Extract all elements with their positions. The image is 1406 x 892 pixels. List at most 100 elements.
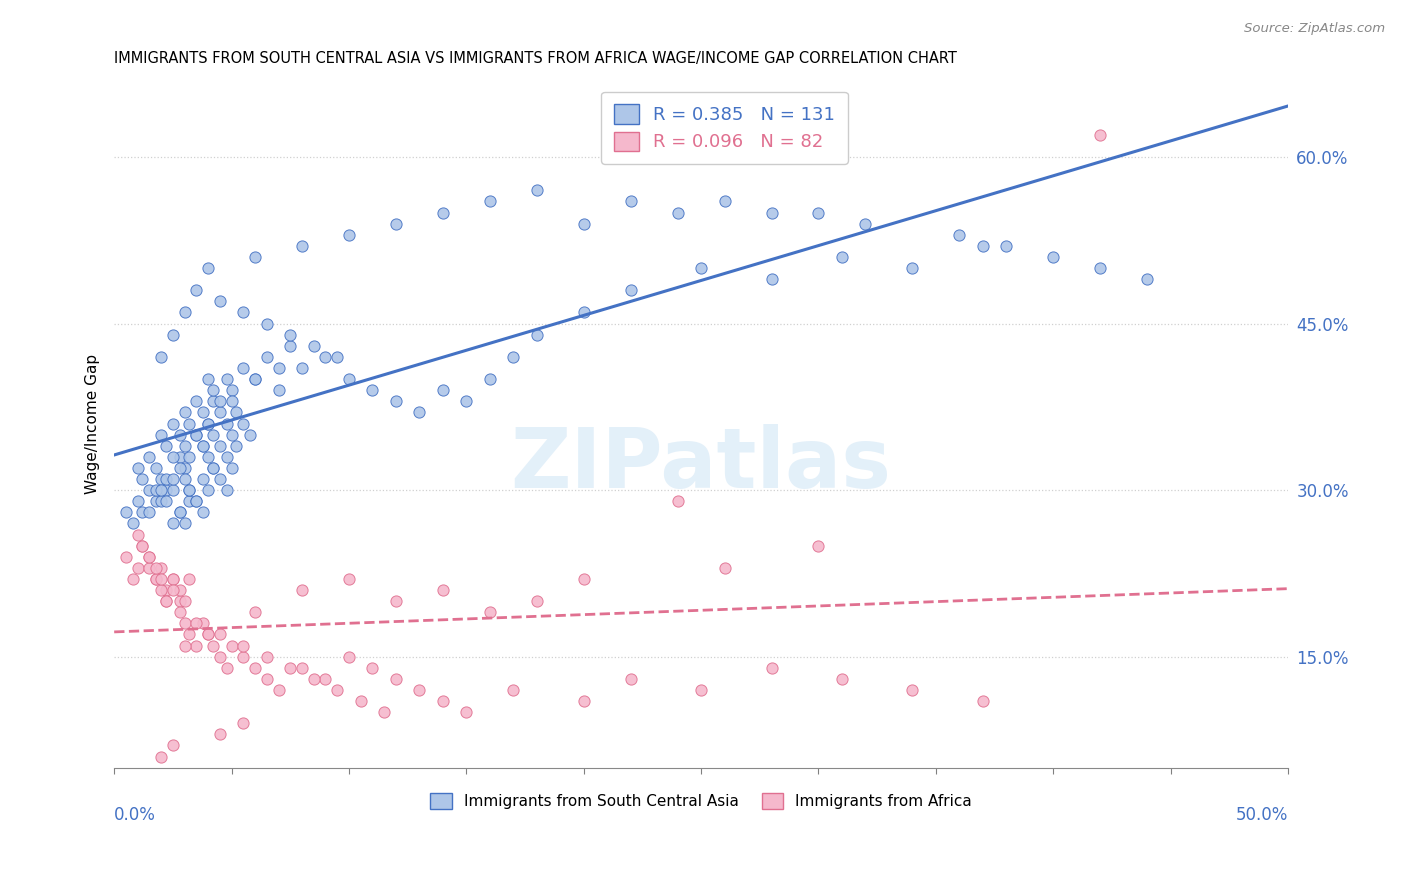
Point: [314, 350, 336, 364]
Point: [162, 483, 184, 497]
Point: [761, 661, 783, 675]
Point: [197, 627, 219, 641]
Point: [179, 450, 201, 464]
Point: [385, 394, 408, 409]
Legend: Immigrants from South Central Asia, Immigrants from Africa: Immigrants from South Central Asia, Immi…: [425, 787, 979, 815]
Point: [761, 272, 783, 286]
Point: [150, 427, 173, 442]
Point: [256, 649, 278, 664]
Point: [526, 327, 548, 342]
Point: [232, 716, 254, 731]
Point: [115, 549, 138, 564]
Point: [193, 505, 215, 519]
Point: [150, 483, 173, 497]
Point: [162, 583, 184, 598]
Point: [267, 383, 290, 397]
Point: [620, 283, 643, 297]
Point: [572, 217, 595, 231]
Point: [972, 239, 994, 253]
Point: [150, 749, 173, 764]
Point: [162, 516, 184, 531]
Point: [138, 450, 160, 464]
Text: 50.0%: 50.0%: [1236, 805, 1288, 823]
Point: [432, 383, 454, 397]
Point: [278, 661, 301, 675]
Point: [197, 417, 219, 431]
Point: [155, 494, 177, 508]
Point: [155, 439, 177, 453]
Point: [256, 350, 278, 364]
Point: [267, 683, 290, 698]
Point: [291, 583, 314, 598]
Point: [291, 239, 314, 253]
Point: [127, 561, 149, 575]
Point: [173, 405, 195, 419]
Point: [221, 383, 243, 397]
Point: [193, 439, 215, 453]
Point: [432, 694, 454, 708]
Point: [162, 417, 184, 431]
Point: [337, 649, 360, 664]
Point: [232, 649, 254, 664]
Point: [208, 394, 231, 409]
Point: [173, 305, 195, 319]
Point: [232, 305, 254, 319]
Point: [122, 516, 145, 531]
Point: [127, 527, 149, 541]
Point: [761, 205, 783, 219]
Point: [456, 705, 478, 719]
Point: [127, 494, 149, 508]
Point: [243, 372, 266, 386]
Point: [155, 594, 177, 608]
Point: [131, 539, 153, 553]
Point: [221, 639, 243, 653]
Point: [215, 661, 238, 675]
Point: [478, 372, 501, 386]
Point: [620, 672, 643, 686]
Text: Source: ZipAtlas.com: Source: ZipAtlas.com: [1244, 22, 1385, 36]
Point: [162, 572, 184, 586]
Point: [408, 683, 430, 698]
Point: [215, 450, 238, 464]
Point: [197, 417, 219, 431]
Point: [385, 594, 408, 608]
Point: [1088, 128, 1111, 142]
Point: [267, 361, 290, 376]
Point: [173, 461, 195, 475]
Point: [337, 572, 360, 586]
Text: ZIPatlas: ZIPatlas: [510, 425, 891, 506]
Point: [232, 417, 254, 431]
Point: [208, 439, 231, 453]
Point: [201, 639, 224, 653]
Point: [690, 683, 713, 698]
Point: [526, 183, 548, 197]
Point: [208, 472, 231, 486]
Point: [361, 661, 384, 675]
Point: [225, 439, 247, 453]
Point: [145, 572, 167, 586]
Point: [831, 250, 853, 264]
Point: [385, 217, 408, 231]
Point: [169, 450, 191, 464]
Point: [408, 405, 430, 419]
Text: 0.0%: 0.0%: [114, 805, 156, 823]
Point: [193, 439, 215, 453]
Point: [145, 572, 167, 586]
Text: IMMIGRANTS FROM SOUTH CENTRAL ASIA VS IMMIGRANTS FROM AFRICA WAGE/INCOME GAP COR: IMMIGRANTS FROM SOUTH CENTRAL ASIA VS IM…: [114, 51, 957, 66]
Point: [291, 661, 314, 675]
Point: [572, 694, 595, 708]
Point: [215, 372, 238, 386]
Point: [150, 572, 173, 586]
Point: [193, 616, 215, 631]
Point: [155, 472, 177, 486]
Point: [807, 539, 830, 553]
Point: [186, 427, 208, 442]
Point: [150, 472, 173, 486]
Point: [145, 561, 167, 575]
Point: [243, 661, 266, 675]
Point: [314, 672, 336, 686]
Point: [179, 483, 201, 497]
Point: [208, 649, 231, 664]
Point: [162, 472, 184, 486]
Point: [179, 627, 201, 641]
